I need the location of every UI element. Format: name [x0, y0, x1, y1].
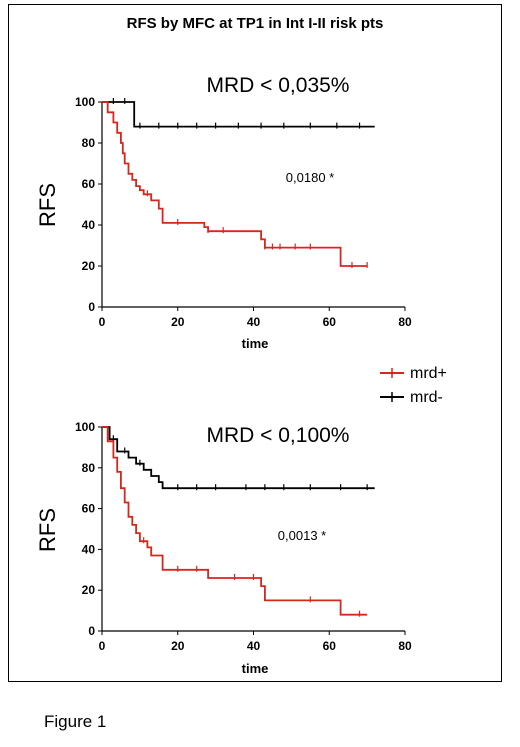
x-tick-label: 40 [247, 315, 261, 329]
x-tick-label: 80 [398, 315, 412, 329]
figure-frame: RFS by MFC at TP1 in Int I-II risk pts [8, 4, 502, 682]
y-tick-label: 40 [82, 542, 96, 556]
x-tick-label: 60 [323, 315, 337, 329]
legend-label-mrd-minus: mrd- [410, 389, 443, 406]
y-tick-label: 100 [75, 95, 95, 109]
y-tick-label: 20 [82, 259, 96, 273]
y-tick-label: 0 [88, 300, 95, 314]
y-tick-label: 40 [82, 218, 96, 232]
x-axis-label: time [242, 661, 269, 676]
y-tick-label: 80 [82, 136, 96, 150]
y-tick-label: 80 [82, 461, 96, 475]
p-value-annotation: 0,0180 * [286, 170, 334, 185]
panel-title: MRD < 0,035% [207, 74, 350, 97]
p-value-annotation: 0,0013 * [278, 528, 326, 543]
x-axis-label: time [242, 336, 269, 351]
legend-label-mrd-plus: mrd+ [410, 365, 447, 382]
x-tick-label: 0 [99, 639, 106, 653]
y-tick-label: 20 [82, 583, 96, 597]
panel-mrd-0100: MRD < 0,100% RFS time 0,0013 * 0 20 40 60 80… [35, 420, 412, 676]
legend: mrd+ mrd- [380, 365, 447, 406]
km-curve-mrd-plus [102, 426, 368, 616]
x-tick-label: 80 [398, 639, 412, 653]
x-tick-label: 60 [323, 639, 337, 653]
km-curve-mrd-minus [102, 101, 375, 128]
km-curve-mrd-plus [102, 101, 368, 267]
panel-title: MRD < 0,100% [207, 424, 350, 447]
y-axis-label: RFS [35, 508, 60, 552]
x-tick-label: 0 [99, 315, 106, 329]
x-tick-label: 20 [171, 315, 185, 329]
panel-mrd-0035: MRD < 0,035% RFS time 0,0180 * 0 20 40 60 80… [35, 74, 412, 351]
x-tick-label: 20 [171, 639, 185, 653]
y-tick-label: 60 [82, 502, 96, 516]
x-tick-label: 40 [247, 639, 261, 653]
figure-title: RFS by MFC at TP1 in Int I-II risk pts [126, 15, 384, 32]
y-tick-label: 60 [82, 177, 96, 191]
y-axis-label: RFS [35, 183, 60, 227]
y-tick-label: 0 [88, 624, 95, 638]
y-tick-label: 100 [75, 420, 95, 434]
figure-caption: Figure 1 [44, 712, 107, 731]
